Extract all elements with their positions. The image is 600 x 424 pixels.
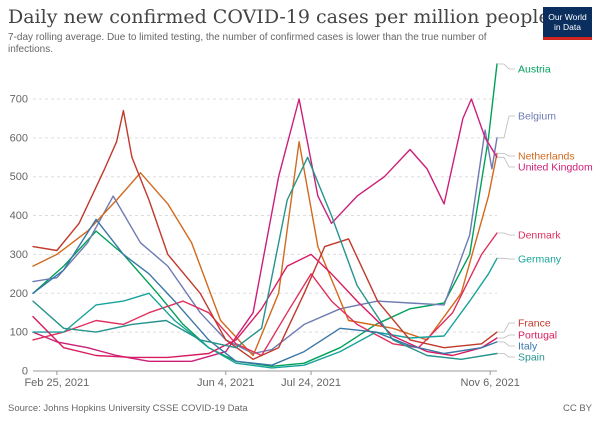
- logo-line-1: Our World: [548, 12, 587, 22]
- series-label: Denmark: [518, 230, 561, 242]
- series-label-connector: [497, 322, 515, 333]
- x-tick-label: Nov 6, 2021: [461, 377, 520, 389]
- series-label-connector: [497, 156, 515, 168]
- y-tick-label: 700: [10, 93, 28, 105]
- series-label-connector: [497, 341, 515, 347]
- y-tick-label: 0: [22, 366, 28, 378]
- chart-subtitle: 7-day rolling average. Due to limited te…: [8, 32, 487, 55]
- series-label: France: [518, 318, 551, 330]
- series-line: [32, 156, 498, 360]
- series-label-connector: [497, 63, 515, 70]
- chart-title: Daily new confirmed COVID-19 cases per m…: [8, 6, 550, 28]
- y-tick-label: 200: [10, 288, 28, 300]
- license-label[interactable]: CC BY: [562, 403, 592, 414]
- series-line: [32, 253, 498, 359]
- series-line: [32, 218, 498, 366]
- series-label: Austria: [518, 64, 551, 76]
- series-label-connector: [497, 257, 515, 260]
- series-line: [32, 232, 498, 357]
- series-label-connector: [497, 353, 515, 358]
- series-line: [32, 63, 498, 367]
- y-tick-label: 400: [10, 210, 28, 222]
- series-label: Germany: [518, 254, 562, 266]
- y-tick-label: 100: [10, 327, 28, 339]
- series-label-connector: [497, 232, 515, 236]
- x-tick-label: Jun 4, 2021: [197, 377, 255, 389]
- series-label: Spain: [518, 352, 545, 364]
- series-line: [32, 109, 498, 360]
- y-tick-label: 300: [10, 249, 28, 261]
- series-label-connector: [497, 334, 515, 339]
- series-label-connector: [497, 152, 515, 157]
- series-label: United Kingdom: [518, 162, 593, 174]
- y-tick-label: 500: [10, 171, 28, 183]
- series-line: [32, 257, 498, 369]
- series-label: Portugal: [518, 330, 557, 342]
- series-label: Italy: [518, 341, 538, 353]
- series-label-connector: [497, 115, 515, 139]
- x-tick-label: Feb 25, 2021: [24, 377, 89, 389]
- x-tick-label: Jul 24, 2021: [281, 377, 341, 389]
- y-tick-label: 600: [10, 132, 28, 144]
- series-label: Netherlands: [518, 151, 575, 163]
- series-label: Belgium: [518, 111, 556, 123]
- owid-logo[interactable]: Our World in Data: [543, 7, 592, 40]
- series-line: [32, 129, 498, 355]
- source-note: Source: Johns Hopkins University CSSE CO…: [8, 403, 248, 414]
- logo-line-2: in Data: [554, 22, 581, 32]
